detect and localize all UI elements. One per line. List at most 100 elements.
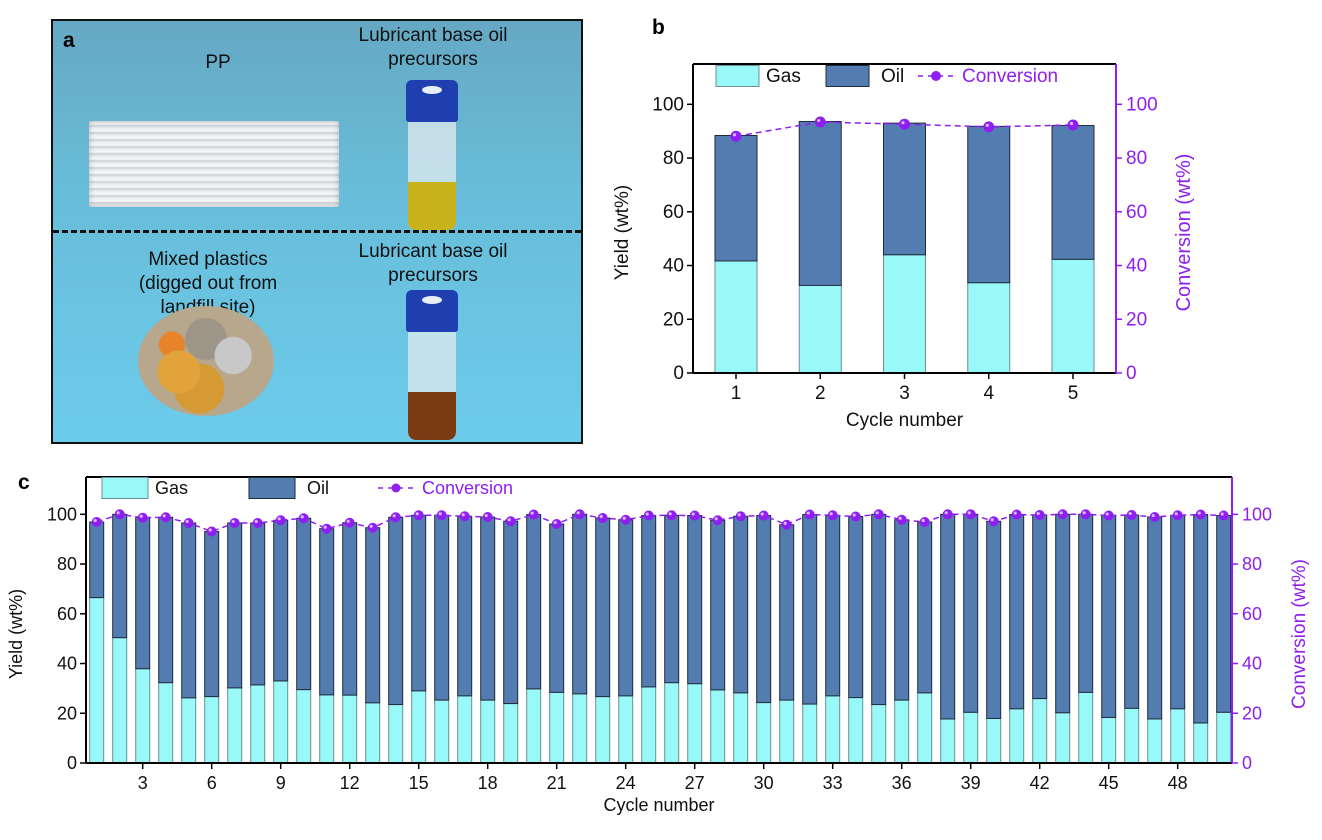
oil-bar	[664, 514, 680, 684]
bottom-oil-vial-photo	[406, 290, 458, 440]
y-tick-label: 60	[57, 604, 77, 624]
gas-bar	[756, 702, 772, 764]
conversion-point-highlight	[985, 123, 989, 127]
conversion-point	[988, 516, 999, 527]
conversion-point	[1172, 510, 1183, 521]
conversion-point	[666, 510, 677, 521]
oil-bar	[1216, 515, 1232, 713]
gas-bar	[227, 687, 243, 764]
gas-bar	[365, 702, 381, 764]
gas-bar	[273, 680, 289, 764]
y2-axis-label: Conversion (wt%)	[1289, 559, 1310, 709]
oil-bar	[365, 527, 381, 704]
oil-bar	[411, 514, 427, 692]
oil-bar	[894, 519, 910, 701]
oil-bar	[883, 122, 926, 256]
conversion-point	[482, 512, 493, 523]
legend-gas-swatch	[715, 65, 760, 87]
conversion-point	[597, 513, 608, 524]
conversion-point-highlight	[691, 512, 695, 516]
conversion-point	[574, 509, 585, 520]
gas-bar	[779, 699, 795, 764]
conversion-point	[114, 509, 125, 520]
conversion-point-highlight	[139, 514, 143, 518]
conversion-point-highlight	[415, 512, 419, 516]
conversion-point	[1080, 509, 1091, 520]
conversion-point-highlight	[553, 520, 557, 525]
conversion-point-highlight	[507, 518, 511, 522]
gas-bar	[1055, 712, 1071, 764]
conversion-point	[620, 514, 631, 525]
gas-bar	[549, 691, 565, 764]
gas-bar	[733, 692, 749, 764]
x-tick-label: 30	[754, 773, 774, 793]
gas-bar	[986, 717, 1002, 764]
conversion-point-highlight	[817, 118, 821, 123]
conversion-point	[1067, 119, 1079, 131]
conversion-point	[459, 511, 470, 522]
gas-bar	[1216, 711, 1232, 764]
gas-bar	[480, 699, 496, 764]
legend-gas-label: Gas	[766, 66, 801, 87]
mixed-plastics-label-line2: (digged out from	[138, 273, 278, 294]
conversion-point-highlight	[1197, 511, 1201, 515]
gas-bar	[595, 696, 611, 764]
oil-bar	[687, 515, 703, 685]
conversion-point	[814, 116, 826, 128]
conversion-point-highlight	[668, 512, 672, 516]
yellow-oil	[408, 182, 456, 230]
conversion-point-highlight	[829, 512, 833, 516]
y-tick-label: 100	[47, 504, 77, 524]
conversion-point	[551, 519, 562, 530]
conversion-point	[367, 522, 378, 533]
conversion-point-highlight	[93, 518, 97, 523]
gas-bar	[871, 704, 887, 764]
x-tick-label: 9	[276, 773, 286, 793]
conversion-point	[899, 118, 910, 130]
oil-bar	[1009, 514, 1025, 710]
conversion-point-highlight	[783, 521, 787, 525]
conversion-point-highlight	[1105, 512, 1109, 516]
oil-bar	[526, 514, 542, 690]
x-axis-label: Cycle number	[603, 795, 714, 815]
conversion-point-highlight	[875, 511, 879, 515]
x-tick-label: 45	[1099, 773, 1119, 793]
conversion-point	[160, 512, 171, 523]
conversion-point	[436, 510, 447, 521]
oil-bar	[710, 519, 726, 691]
mixed-plastics-label-line1: Mixed plastics	[148, 249, 268, 270]
oil-bar	[158, 516, 174, 684]
oil-bar	[871, 513, 887, 706]
y2-tick-label: 40	[1242, 654, 1262, 674]
x-tick-label: 6	[207, 773, 217, 793]
y2-tick-label: 80	[1242, 554, 1262, 574]
conversion-point	[505, 516, 516, 527]
y-tick-label: 40	[663, 256, 684, 277]
conversion-point	[919, 517, 930, 528]
conversion-point	[643, 510, 654, 521]
conversion-point-highlight	[622, 516, 626, 520]
legend-conversion-label: Conversion	[962, 66, 1058, 87]
gas-bar	[967, 282, 1011, 374]
oil-bar	[1032, 514, 1048, 700]
conversion-point-highlight	[231, 519, 235, 524]
x-tick-label: 42	[1030, 773, 1050, 793]
legend-gas-label: Gas	[155, 478, 188, 498]
gas-bar	[526, 688, 542, 764]
vial-cap	[406, 80, 458, 122]
legend-gas-swatch	[101, 477, 149, 499]
conversion-point	[712, 515, 723, 526]
conversion-point-highlight	[438, 512, 442, 516]
gas-bar	[963, 711, 979, 764]
y2-tick-label: 20	[1126, 309, 1147, 330]
legend-conversion-label: Conversion	[422, 478, 513, 498]
gas-bar	[687, 683, 703, 764]
x-axis-label: Cycle number	[846, 410, 964, 431]
gas-bar	[664, 682, 680, 764]
chart-b: b 0 20 40 60 80 100 0 20 40 60 80 100 1 2 3 4 5 Cycle numb…	[612, 16, 1195, 431]
oil-bar	[917, 521, 933, 694]
conversion-point-highlight	[901, 121, 905, 125]
oil-bar	[181, 522, 197, 699]
y2-tick-label: 60	[1242, 604, 1262, 624]
conversion-point	[758, 510, 769, 521]
